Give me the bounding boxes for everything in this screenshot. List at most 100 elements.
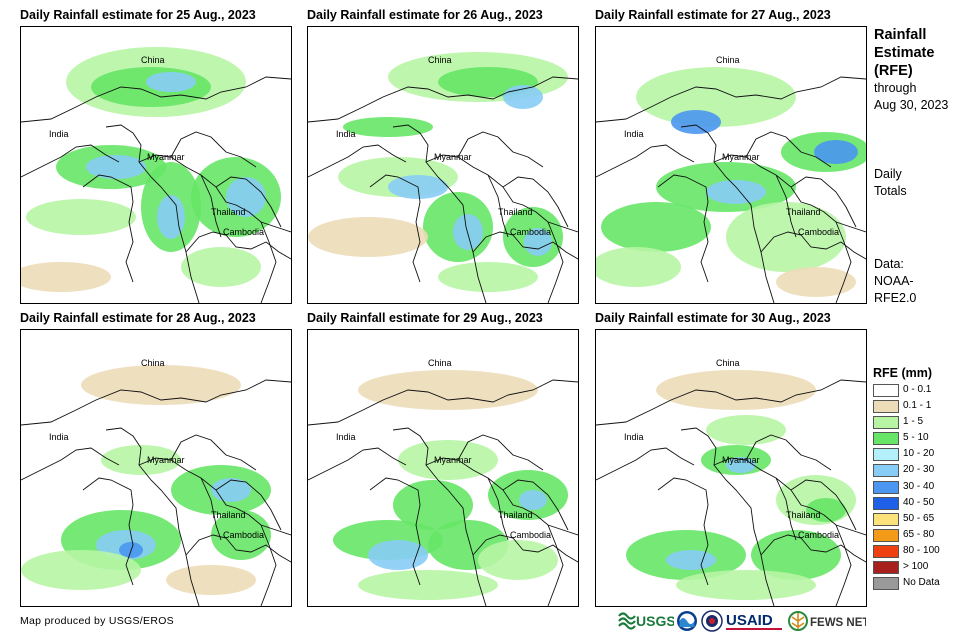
map-label-india: India xyxy=(49,432,69,442)
svg-text:FEWS NET: FEWS NET xyxy=(810,617,866,629)
country-border xyxy=(680,124,775,303)
country-border xyxy=(596,76,866,123)
country-border xyxy=(760,231,866,260)
map-label-india: India xyxy=(49,129,69,139)
country-border xyxy=(547,524,564,606)
country-border xyxy=(392,124,487,303)
legend-item: 30 - 40 xyxy=(873,480,963,496)
country-border xyxy=(835,221,852,303)
map-label-thailand: Thailand xyxy=(786,207,821,217)
panel-title: Daily Rainfall estimate for 27 Aug., 202… xyxy=(595,8,831,22)
rfe-legend: RFE (mm) 0 - 0.1 0.1 - 1 1 - 5 5 - 10 10 - 2… xyxy=(873,366,963,592)
legend-item: > 100 xyxy=(873,560,963,576)
country-border xyxy=(713,154,866,233)
country-border xyxy=(775,477,797,541)
country-border xyxy=(21,379,291,426)
legend-swatch xyxy=(873,512,899,526)
country-border xyxy=(745,131,832,168)
country-border xyxy=(457,434,544,471)
rainfall-area xyxy=(636,67,796,127)
country-border xyxy=(105,124,200,303)
rainfall-area xyxy=(671,110,721,134)
rainfall-field xyxy=(596,27,866,303)
sidebar-data-line: RFE2.0 xyxy=(874,291,917,305)
rainfall-area xyxy=(211,478,251,502)
map-label-thailand: Thailand xyxy=(211,207,246,217)
sidebar-title-block: Rainfall Estimate (RFE) through Aug 30, … xyxy=(874,26,948,114)
map-label-cambodia: Cambodia xyxy=(510,227,552,237)
legend-item: 0.1 - 1 xyxy=(873,399,963,415)
rainfall-area xyxy=(751,530,841,580)
country-border xyxy=(487,174,509,238)
legend-swatch xyxy=(873,432,899,446)
rainfall-map: China India Myanmar Thailand Cambodia xyxy=(595,26,867,304)
rainfall-area xyxy=(519,490,547,510)
country-border xyxy=(82,477,134,586)
country-border xyxy=(472,534,578,563)
map-label-thailand: Thailand xyxy=(211,510,246,520)
rainfall-map: China India Myanmar Thailand Cambodia xyxy=(595,329,867,607)
rainfall-area xyxy=(524,228,552,256)
country-border xyxy=(369,174,421,283)
legend-label: 0.1 - 1 xyxy=(903,400,932,412)
map-label-myanmar: Myanmar xyxy=(434,152,472,162)
panel-title: Daily Rainfall estimate for 25 Aug., 202… xyxy=(20,8,256,22)
rainfall-area xyxy=(453,214,483,250)
rainfall-field xyxy=(308,330,578,606)
map-label-thailand: Thailand xyxy=(786,510,821,520)
legend-swatch xyxy=(873,384,899,397)
legend-label: 50 - 65 xyxy=(903,512,935,524)
legend-title: RFE (mm) xyxy=(873,366,933,380)
country-border xyxy=(392,427,487,606)
rainfall-area xyxy=(146,72,196,92)
country-border xyxy=(596,447,695,481)
country-border xyxy=(170,434,257,471)
rainfall-area xyxy=(26,199,136,235)
map-label-cambodia: Cambodia xyxy=(510,530,552,540)
legend-item: 0 - 0.1 xyxy=(873,383,963,399)
legend-item: 10 - 20 xyxy=(873,447,963,463)
country-border xyxy=(680,427,775,606)
rainfall-area xyxy=(226,177,266,217)
rainfall-field xyxy=(21,27,291,303)
country-border xyxy=(657,174,709,283)
legend-swatch xyxy=(873,464,899,478)
rainfall-area xyxy=(814,140,858,164)
rainfall-area xyxy=(478,540,558,580)
rainfall-field xyxy=(596,330,866,606)
rainfall-area xyxy=(666,550,716,570)
legend-label: 40 - 50 xyxy=(903,496,935,508)
country-border xyxy=(369,477,421,586)
map-label-india: India xyxy=(624,129,644,139)
legend-label: 80 - 100 xyxy=(903,544,940,556)
legend-item: 50 - 65 xyxy=(873,512,963,528)
map-label-china: China xyxy=(716,358,740,368)
map-label-china: China xyxy=(428,55,452,65)
map-label-india: India xyxy=(336,129,356,139)
rainfall-map: China India Myanmar Thailand Cambodia xyxy=(307,329,579,607)
sidebar-totals-block: Daily Totals xyxy=(874,166,907,200)
map-label-cambodia: Cambodia xyxy=(223,530,265,540)
legend-swatch xyxy=(873,416,899,430)
rainfall-area xyxy=(211,510,271,560)
country-border xyxy=(185,231,291,260)
sidebar-title-line: Estimate xyxy=(874,45,935,61)
rainfall-area xyxy=(166,565,256,595)
legend-label: 30 - 40 xyxy=(903,480,935,492)
logo-strip: USGS USAID FEWS NET xyxy=(618,608,868,634)
legend-label: > 100 xyxy=(903,561,929,573)
legend-label: 65 - 80 xyxy=(903,528,935,540)
country-border xyxy=(21,76,291,123)
legend-label: 10 - 20 xyxy=(903,448,935,460)
rainfall-area xyxy=(776,267,856,297)
legend-label: 1 - 5 xyxy=(903,416,924,428)
sidebar-totals-line: Totals xyxy=(874,184,907,198)
rainfall-area xyxy=(181,247,261,287)
rainfall-area xyxy=(596,247,681,287)
country-border xyxy=(21,447,120,481)
legend-item: 40 - 50 xyxy=(873,496,963,512)
country-border xyxy=(105,427,200,606)
map-label-cambodia: Cambodia xyxy=(798,530,840,540)
rainfall-area xyxy=(81,365,241,405)
country-border xyxy=(138,457,291,536)
